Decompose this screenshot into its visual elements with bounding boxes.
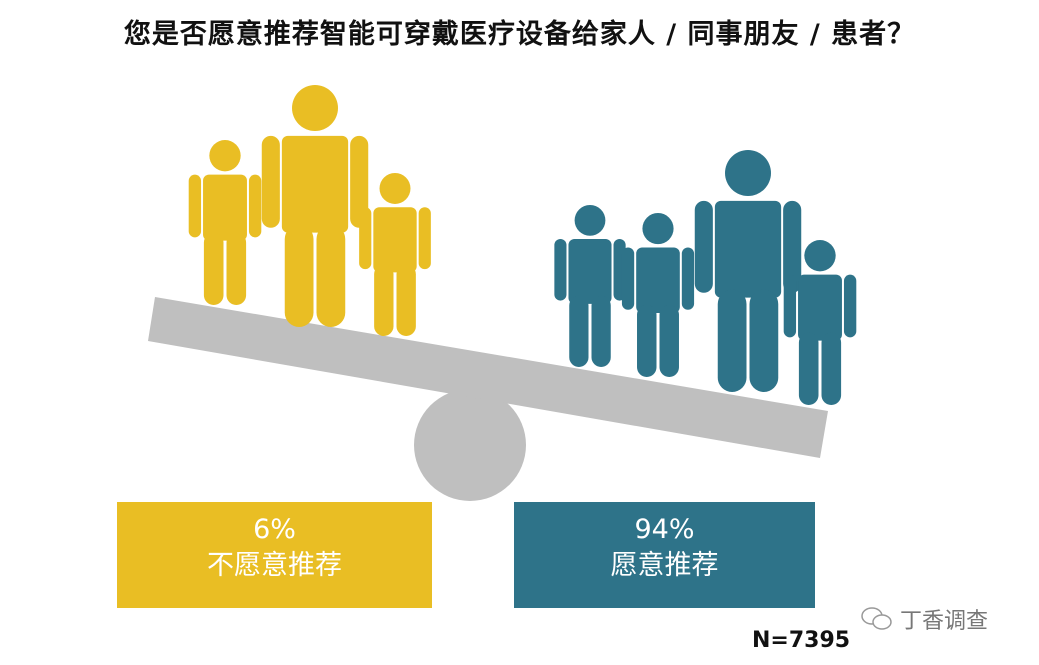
- no-recommend-value: 6%: [253, 514, 296, 545]
- fulcrum: [414, 389, 526, 501]
- watermark: 丁香调查: [860, 603, 988, 635]
- no-recommend-box: 6% 不愿意推荐: [117, 502, 432, 608]
- watermark-text: 丁香调查: [900, 609, 989, 634]
- seesaw-plank: [148, 297, 828, 458]
- person-figure: [359, 173, 431, 336]
- recommend-value: 94%: [634, 514, 695, 545]
- chart-title: 您是否愿意推荐智能可穿戴医疗设备给家人 / 同事朋友 / 患者？: [123, 19, 916, 50]
- person-figure: [554, 205, 626, 367]
- sample-size: N=7395: [752, 628, 851, 653]
- no-recommend-label: 不愿意推荐: [207, 550, 342, 581]
- person-figure: [261, 85, 369, 327]
- recommend-label: 愿意推荐: [610, 550, 719, 581]
- person-figure: [621, 213, 695, 377]
- recommend-box: 94% 愿意推荐: [514, 502, 815, 608]
- person-figure: [188, 140, 262, 305]
- person-figure: [694, 150, 802, 392]
- wechat-icon: [861, 607, 892, 630]
- person-figure: [783, 240, 857, 405]
